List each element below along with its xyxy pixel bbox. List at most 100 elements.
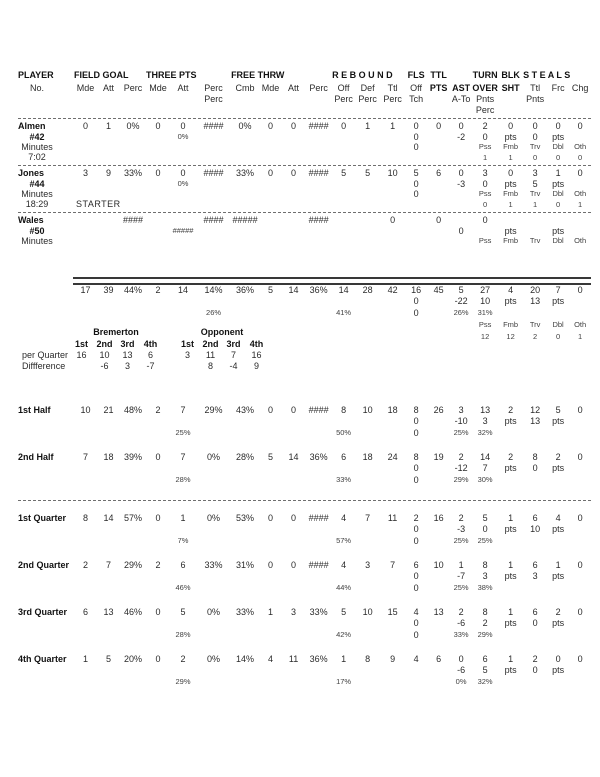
- cell-ast: [450, 142, 472, 152]
- cell-fr: 0: [556, 331, 561, 341]
- cell-rbt: 0: [390, 215, 396, 225]
- cell-rbd: [355, 189, 380, 199]
- t1-q1-pts: 16: [76, 350, 87, 360]
- cell-fls: [405, 215, 427, 226]
- cell-tpp: [196, 199, 231, 210]
- cell-rbo: 0: [341, 121, 347, 131]
- cell-cmb: [231, 226, 259, 236]
- q3-line-1: 3rd Quarter 6 13 46% 0 5 0% 33% 1 3 33% 5 10 15 4 13 2 8 1…: [0, 607, 591, 618]
- cell-tpm: 0: [155, 121, 161, 131]
- cell-fgp: [120, 676, 146, 688]
- cell-ftp: [305, 427, 332, 439]
- cell-fr: 1: [555, 168, 561, 178]
- cell-tpp: [196, 665, 231, 676]
- row-label: #50: [29, 225, 45, 236]
- cell-ftp: [305, 618, 332, 629]
- cell-tpa: [170, 524, 196, 535]
- cell-ast: -2: [457, 131, 466, 142]
- cell-ftp: [305, 535, 332, 547]
- q3-line-2: 0 -6 2 pts 0 pts: [0, 618, 591, 629]
- cell-pts: PTS: [429, 82, 448, 93]
- cell-st: [523, 629, 547, 641]
- cell-st: 6: [532, 607, 538, 617]
- cell-pts: [427, 189, 450, 199]
- cell-fgm: 0: [82, 121, 88, 131]
- cell-fls: 0: [413, 474, 419, 485]
- almen-line-2: #42 0% 0 -2 0 pts 0 pts: [0, 132, 591, 142]
- cell-fls: 0: [413, 524, 419, 534]
- spacer-cell: [162, 350, 176, 361]
- cell-ftp: ####: [308, 560, 329, 570]
- cell-to: Pss: [478, 142, 492, 152]
- cell-fr: 4: [555, 513, 561, 523]
- cell-fgp: [120, 199, 146, 210]
- cell-st: 8: [532, 452, 538, 462]
- cell-fgm: [74, 236, 97, 246]
- cell-ch: Oth: [574, 142, 587, 152]
- cell-st: 13: [530, 416, 541, 426]
- cell-st: 0: [532, 121, 538, 131]
- cell-ch: [569, 618, 591, 629]
- cell-blk: 1: [508, 560, 514, 570]
- cell-rbt: 9: [390, 654, 396, 664]
- cell-blk: Fmb: [503, 189, 519, 199]
- cell-fls: 2: [413, 513, 419, 523]
- cell-blk: 2: [508, 405, 514, 415]
- cell-ch: Oth: [574, 320, 587, 330]
- cell-ast: 2: [458, 452, 464, 462]
- cell-pts: 0: [436, 215, 442, 225]
- cell-rbt: [380, 535, 405, 547]
- cell-rbo: Off: [337, 82, 350, 93]
- t2-q3-diff: -4: [229, 361, 238, 371]
- cell-blk: SHT: [501, 82, 520, 93]
- cell-tpa: [170, 215, 196, 226]
- totals-line-2: 0 -22 10 pts 13 pts: [0, 296, 591, 307]
- cell-fgp: [120, 296, 146, 307]
- cell-tpp: [196, 189, 231, 199]
- cell-blk: [498, 676, 523, 688]
- cell-fta: [282, 416, 305, 427]
- cell-fr: 1: [555, 560, 561, 570]
- cell-fgm: [74, 582, 97, 594]
- cell-cmb: 33%: [236, 168, 255, 178]
- cell-blk: 1: [508, 152, 513, 162]
- cell-fta: [282, 571, 305, 582]
- cell-fgm: [74, 142, 97, 152]
- cell-rbd: [355, 331, 380, 342]
- cell-to: 0: [482, 215, 488, 225]
- team2-name: Opponent: [200, 326, 244, 337]
- cell-tpm: [146, 629, 170, 641]
- cell-tpm: 0: [155, 452, 161, 462]
- team1-name: Bremerton: [93, 326, 139, 337]
- totals-line-4: Pss Fmb Trv Dbl Oth: [0, 319, 591, 331]
- cell-tpm: 0: [155, 607, 161, 617]
- cell-tpm: [146, 105, 170, 116]
- cell-ast: AST: [452, 82, 471, 93]
- cell-fta: 0: [291, 513, 297, 523]
- jones-line-1: Jones 3 9 33% 0 0 #### 33% 0 0 #### 5 5 10 5 6 0 3 0 3 1 0: [0, 168, 591, 179]
- header-line-1: PLAYER FIELD GOAL THREE PTS FREE THRW R E B …: [0, 69, 591, 82]
- cell-tpa: [170, 618, 196, 629]
- cell-rbd: [355, 246, 380, 257]
- cell-tpm: [146, 142, 170, 152]
- cell-fta: 14: [288, 452, 299, 462]
- cell-tpa: 28%: [175, 630, 191, 640]
- row-label: 3rd Quarter: [18, 607, 68, 617]
- cell-to: 30%: [477, 475, 493, 485]
- cell-fls: 0: [413, 188, 419, 199]
- q1-line-1: 1st Quarter 8 14 57% 0 1 0% 53% 0 0 #### 4 7 11 2 16 2 5 1…: [0, 513, 591, 524]
- cell-tpm: Mde: [149, 82, 167, 93]
- cell-fgm: [74, 629, 97, 641]
- col-3rd: 3rd: [226, 338, 241, 349]
- cell-blk: pts: [504, 178, 517, 189]
- cell-ast: 2: [458, 513, 464, 523]
- cell-blk: [498, 427, 523, 439]
- cell-ast: 26%: [453, 308, 469, 318]
- cell-tpm: [146, 296, 170, 307]
- cell-fta: [282, 236, 305, 246]
- cell-ftm: [259, 571, 282, 582]
- cell-ch: [569, 226, 591, 236]
- cell-rbt: Perc: [383, 94, 402, 104]
- cell-rbo: [332, 105, 355, 116]
- cell-st: 12: [530, 405, 541, 415]
